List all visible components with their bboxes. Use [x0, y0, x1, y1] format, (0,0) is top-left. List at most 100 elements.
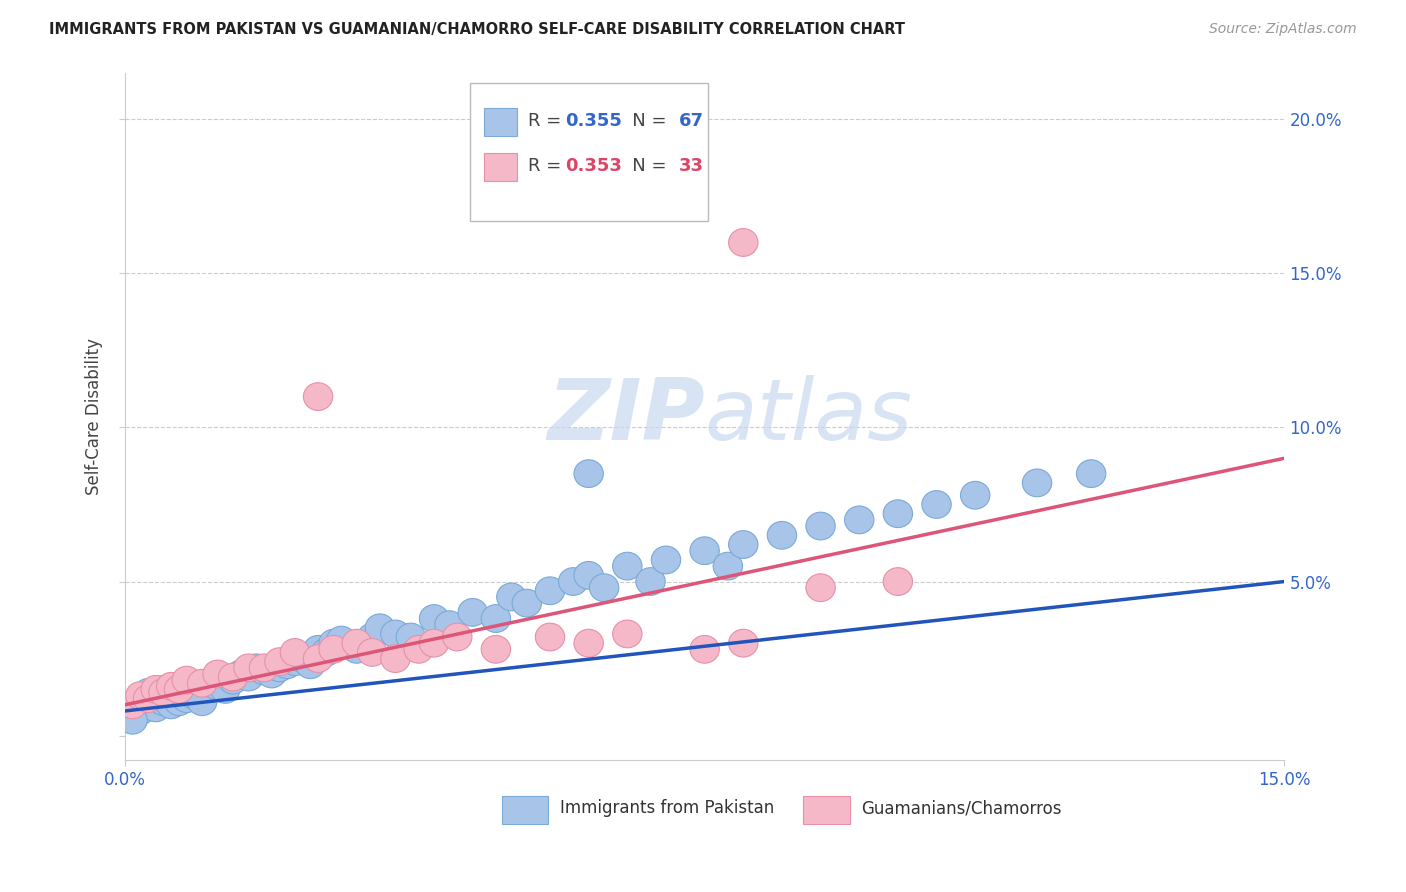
Text: R =: R = [529, 112, 568, 130]
Ellipse shape [202, 673, 232, 700]
Ellipse shape [134, 679, 163, 706]
Ellipse shape [404, 635, 433, 664]
Text: Immigrants from Pakistan: Immigrants from Pakistan [560, 799, 773, 817]
Ellipse shape [636, 567, 665, 595]
Ellipse shape [1022, 469, 1052, 497]
Ellipse shape [728, 531, 758, 558]
Text: N =: N = [616, 157, 672, 175]
Ellipse shape [187, 688, 217, 715]
FancyBboxPatch shape [484, 153, 517, 181]
Ellipse shape [304, 635, 333, 664]
Ellipse shape [396, 624, 426, 651]
FancyBboxPatch shape [471, 83, 709, 220]
Ellipse shape [806, 512, 835, 540]
Ellipse shape [118, 706, 148, 734]
Ellipse shape [218, 666, 247, 694]
Ellipse shape [922, 491, 952, 518]
Ellipse shape [319, 629, 349, 657]
Text: Guamanians/Chamorros: Guamanians/Chamorros [860, 799, 1062, 817]
Text: ZIP: ZIP [547, 376, 704, 458]
Ellipse shape [728, 228, 758, 256]
Ellipse shape [249, 654, 278, 681]
Ellipse shape [141, 675, 170, 703]
Ellipse shape [172, 673, 201, 700]
Ellipse shape [419, 629, 449, 657]
Ellipse shape [381, 620, 411, 648]
Ellipse shape [233, 664, 263, 691]
Y-axis label: Self-Care Disability: Self-Care Disability [86, 338, 103, 495]
Text: atlas: atlas [704, 376, 912, 458]
Ellipse shape [273, 651, 302, 679]
Ellipse shape [288, 645, 318, 673]
Ellipse shape [280, 648, 309, 675]
Ellipse shape [319, 635, 349, 664]
Ellipse shape [536, 577, 565, 605]
Ellipse shape [141, 685, 170, 713]
Ellipse shape [165, 675, 194, 703]
Ellipse shape [134, 685, 163, 713]
Ellipse shape [326, 626, 356, 654]
Ellipse shape [295, 651, 325, 679]
Ellipse shape [536, 624, 565, 651]
Ellipse shape [845, 506, 875, 533]
FancyBboxPatch shape [502, 796, 548, 823]
Ellipse shape [613, 620, 643, 648]
Ellipse shape [125, 685, 155, 713]
Text: Source: ZipAtlas.com: Source: ZipAtlas.com [1209, 22, 1357, 37]
Ellipse shape [118, 691, 148, 719]
Text: 0.355: 0.355 [565, 112, 623, 130]
Text: 67: 67 [679, 112, 704, 130]
Ellipse shape [558, 567, 588, 595]
Ellipse shape [512, 590, 541, 617]
Ellipse shape [172, 666, 201, 694]
Ellipse shape [249, 657, 278, 685]
Ellipse shape [125, 698, 155, 725]
Ellipse shape [118, 691, 148, 719]
Ellipse shape [134, 691, 163, 719]
Ellipse shape [366, 614, 395, 641]
Text: N =: N = [616, 112, 672, 130]
Ellipse shape [165, 679, 194, 706]
Ellipse shape [381, 645, 411, 673]
FancyBboxPatch shape [484, 108, 517, 136]
Ellipse shape [156, 691, 186, 719]
Ellipse shape [156, 681, 186, 709]
Ellipse shape [149, 688, 179, 715]
Ellipse shape [304, 645, 333, 673]
Ellipse shape [434, 611, 464, 639]
Ellipse shape [496, 583, 526, 611]
Ellipse shape [165, 688, 194, 715]
Ellipse shape [156, 673, 186, 700]
Ellipse shape [589, 574, 619, 601]
Ellipse shape [141, 694, 170, 722]
Ellipse shape [768, 522, 797, 549]
Ellipse shape [613, 552, 643, 580]
Ellipse shape [172, 685, 201, 713]
Ellipse shape [264, 654, 294, 681]
Ellipse shape [713, 552, 742, 580]
Ellipse shape [574, 561, 603, 590]
Ellipse shape [481, 605, 510, 632]
Text: IMMIGRANTS FROM PAKISTAN VS GUAMANIAN/CHAMORRO SELF-CARE DISABILITY CORRELATION : IMMIGRANTS FROM PAKISTAN VS GUAMANIAN/CH… [49, 22, 905, 37]
Ellipse shape [218, 664, 247, 691]
Ellipse shape [357, 639, 387, 666]
Ellipse shape [574, 629, 603, 657]
Ellipse shape [690, 537, 720, 565]
Ellipse shape [242, 654, 271, 681]
Ellipse shape [187, 669, 217, 698]
Ellipse shape [883, 567, 912, 595]
Ellipse shape [481, 635, 510, 664]
Text: 33: 33 [679, 157, 704, 175]
Ellipse shape [264, 648, 294, 675]
Ellipse shape [357, 624, 387, 651]
Ellipse shape [443, 624, 472, 651]
Ellipse shape [187, 675, 217, 703]
Ellipse shape [342, 629, 371, 657]
Ellipse shape [211, 675, 240, 703]
Ellipse shape [1077, 459, 1107, 488]
Ellipse shape [458, 599, 488, 626]
Ellipse shape [257, 660, 287, 688]
Ellipse shape [806, 574, 835, 601]
Ellipse shape [180, 681, 209, 709]
Ellipse shape [226, 660, 256, 688]
